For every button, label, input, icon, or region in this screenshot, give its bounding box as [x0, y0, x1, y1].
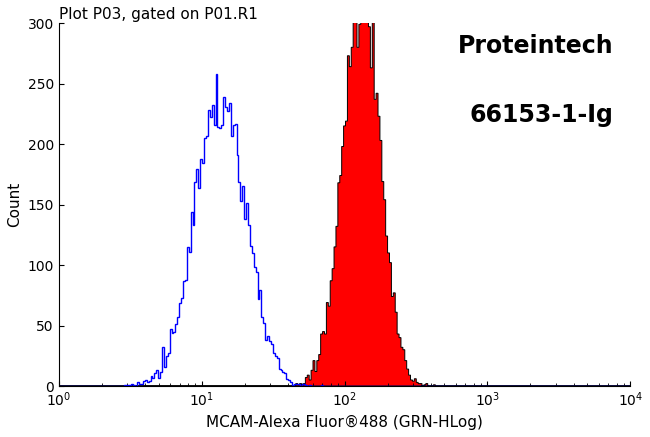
- X-axis label: MCAM-Alexa Fluor®488 (GRN-HLog): MCAM-Alexa Fluor®488 (GRN-HLog): [206, 415, 483, 430]
- Polygon shape: [58, 0, 630, 386]
- Text: Proteintech: Proteintech: [458, 34, 613, 58]
- Y-axis label: Count: Count: [7, 182, 22, 227]
- Text: Plot P03, gated on P01.R1: Plot P03, gated on P01.R1: [58, 7, 257, 22]
- Text: 66153-1-Ig: 66153-1-Ig: [469, 103, 613, 127]
